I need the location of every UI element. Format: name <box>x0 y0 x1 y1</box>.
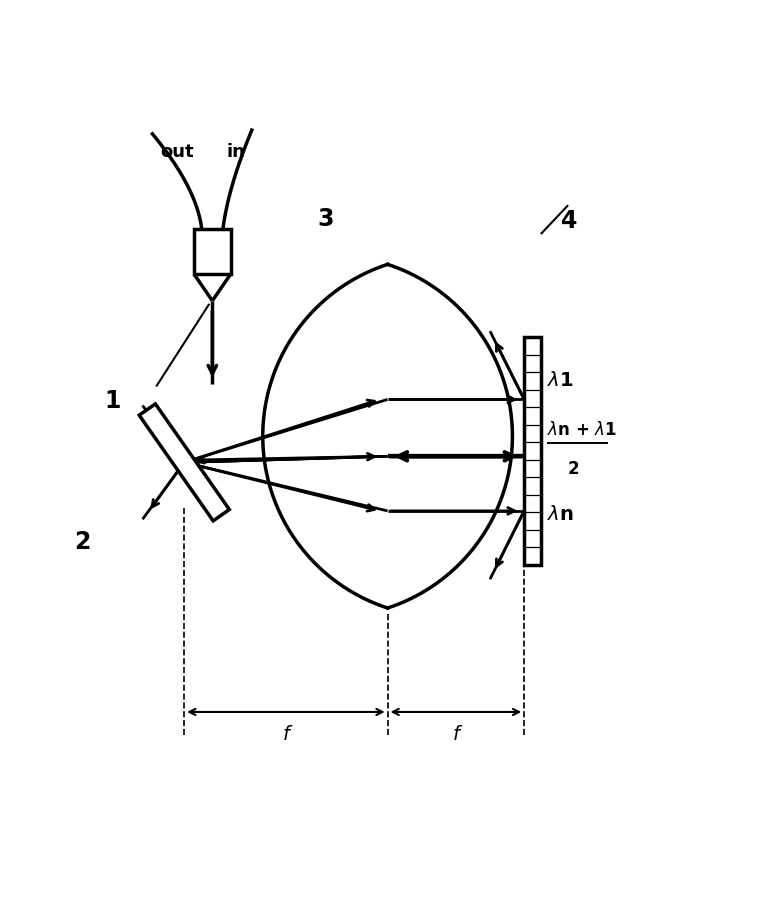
Text: f: f <box>452 725 459 744</box>
Text: $\lambda$n + $\lambda$1: $\lambda$n + $\lambda$1 <box>547 421 617 439</box>
FancyBboxPatch shape <box>194 229 230 274</box>
Text: 1: 1 <box>105 389 121 413</box>
Text: 4: 4 <box>562 209 578 233</box>
Text: f: f <box>283 725 290 744</box>
Text: out: out <box>160 143 195 161</box>
Text: $\lambda$n: $\lambda$n <box>547 505 574 524</box>
Text: 2: 2 <box>74 530 90 554</box>
Text: 2: 2 <box>568 460 579 478</box>
Text: in: in <box>226 143 245 161</box>
FancyBboxPatch shape <box>524 338 541 565</box>
Text: 3: 3 <box>317 207 334 231</box>
Polygon shape <box>139 404 230 521</box>
Text: $\lambda$1: $\lambda$1 <box>547 371 574 390</box>
